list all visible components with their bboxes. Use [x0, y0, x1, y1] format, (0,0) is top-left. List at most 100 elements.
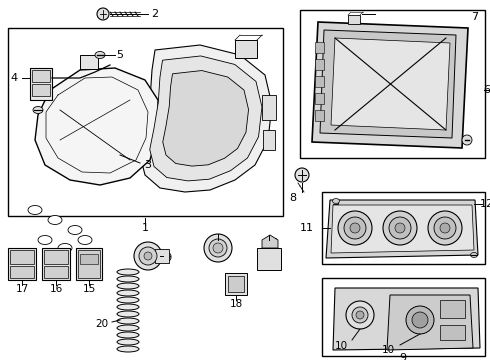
Bar [322, 192, 485, 264]
Ellipse shape [117, 346, 139, 352]
Ellipse shape [333, 198, 340, 203]
Circle shape [209, 239, 227, 257]
Bar [315, 110, 324, 121]
Text: 7: 7 [471, 12, 479, 22]
Polygon shape [312, 22, 468, 148]
Bar [262, 95, 276, 120]
Bar [257, 248, 281, 270]
Circle shape [406, 306, 434, 334]
Bar [315, 42, 324, 53]
Polygon shape [150, 56, 262, 181]
Ellipse shape [28, 206, 42, 215]
Text: 1: 1 [142, 223, 148, 233]
Text: 18: 18 [229, 299, 243, 309]
Bar [80, 254, 98, 264]
Polygon shape [326, 200, 478, 258]
Ellipse shape [33, 107, 43, 113]
Bar [8, 248, 36, 280]
Ellipse shape [117, 283, 139, 289]
Bar [315, 93, 324, 104]
Ellipse shape [470, 252, 477, 257]
Bar [348, 15, 360, 24]
Ellipse shape [68, 225, 82, 234]
Text: 8: 8 [290, 193, 296, 203]
Polygon shape [35, 68, 158, 185]
Bar [228, 276, 244, 292]
Text: 10: 10 [335, 341, 348, 351]
Bar [315, 59, 324, 70]
Ellipse shape [58, 243, 72, 252]
Bar [315, 76, 324, 87]
Polygon shape [140, 45, 272, 192]
Circle shape [356, 311, 364, 319]
Bar [44, 266, 68, 278]
Ellipse shape [117, 318, 139, 324]
Circle shape [462, 135, 472, 145]
Ellipse shape [117, 339, 139, 345]
Text: 4: 4 [11, 73, 18, 83]
Text: 3: 3 [145, 160, 151, 170]
Ellipse shape [117, 311, 139, 317]
Text: 15: 15 [82, 284, 96, 294]
Ellipse shape [117, 297, 139, 303]
Circle shape [395, 223, 405, 233]
Ellipse shape [117, 290, 139, 296]
Text: 5: 5 [117, 50, 123, 60]
Text: 17: 17 [15, 284, 28, 294]
Bar [80, 55, 98, 69]
Bar [235, 40, 257, 58]
Text: 10: 10 [382, 345, 395, 355]
Bar [42, 248, 70, 280]
Ellipse shape [38, 235, 52, 244]
Polygon shape [387, 295, 473, 350]
Polygon shape [333, 288, 480, 350]
Bar [76, 248, 102, 280]
Bar [10, 266, 34, 278]
Circle shape [213, 243, 223, 253]
Bar [8, 28, 283, 216]
Polygon shape [163, 71, 248, 166]
Circle shape [204, 234, 232, 262]
Circle shape [344, 217, 366, 239]
Ellipse shape [117, 332, 139, 338]
Bar [322, 278, 485, 356]
Bar [30, 68, 52, 100]
Ellipse shape [117, 269, 139, 275]
Polygon shape [262, 235, 278, 248]
Bar [32, 84, 50, 96]
Circle shape [295, 168, 309, 182]
Text: 6: 6 [484, 85, 490, 95]
Bar [44, 250, 68, 264]
Bar [32, 70, 50, 82]
Circle shape [97, 8, 109, 20]
Ellipse shape [117, 276, 139, 282]
Text: 14: 14 [266, 238, 279, 248]
Bar [263, 130, 275, 150]
Ellipse shape [95, 51, 105, 58]
Circle shape [434, 217, 456, 239]
Polygon shape [331, 205, 474, 253]
Bar [155, 249, 169, 263]
Ellipse shape [48, 251, 62, 260]
Circle shape [440, 223, 450, 233]
Circle shape [428, 211, 462, 245]
Circle shape [346, 301, 374, 329]
Circle shape [352, 307, 368, 323]
Ellipse shape [78, 235, 92, 244]
Text: 16: 16 [49, 284, 63, 294]
Text: 9: 9 [399, 353, 407, 360]
Bar [440, 300, 465, 318]
Polygon shape [320, 30, 456, 138]
Circle shape [338, 211, 372, 245]
Bar [225, 273, 247, 295]
Circle shape [383, 211, 417, 245]
Ellipse shape [117, 304, 139, 310]
Circle shape [350, 223, 360, 233]
Bar [300, 10, 485, 158]
Circle shape [144, 252, 152, 260]
Bar [78, 250, 100, 278]
Bar [10, 250, 34, 264]
Bar [440, 325, 465, 340]
Circle shape [389, 217, 411, 239]
Polygon shape [331, 38, 450, 130]
